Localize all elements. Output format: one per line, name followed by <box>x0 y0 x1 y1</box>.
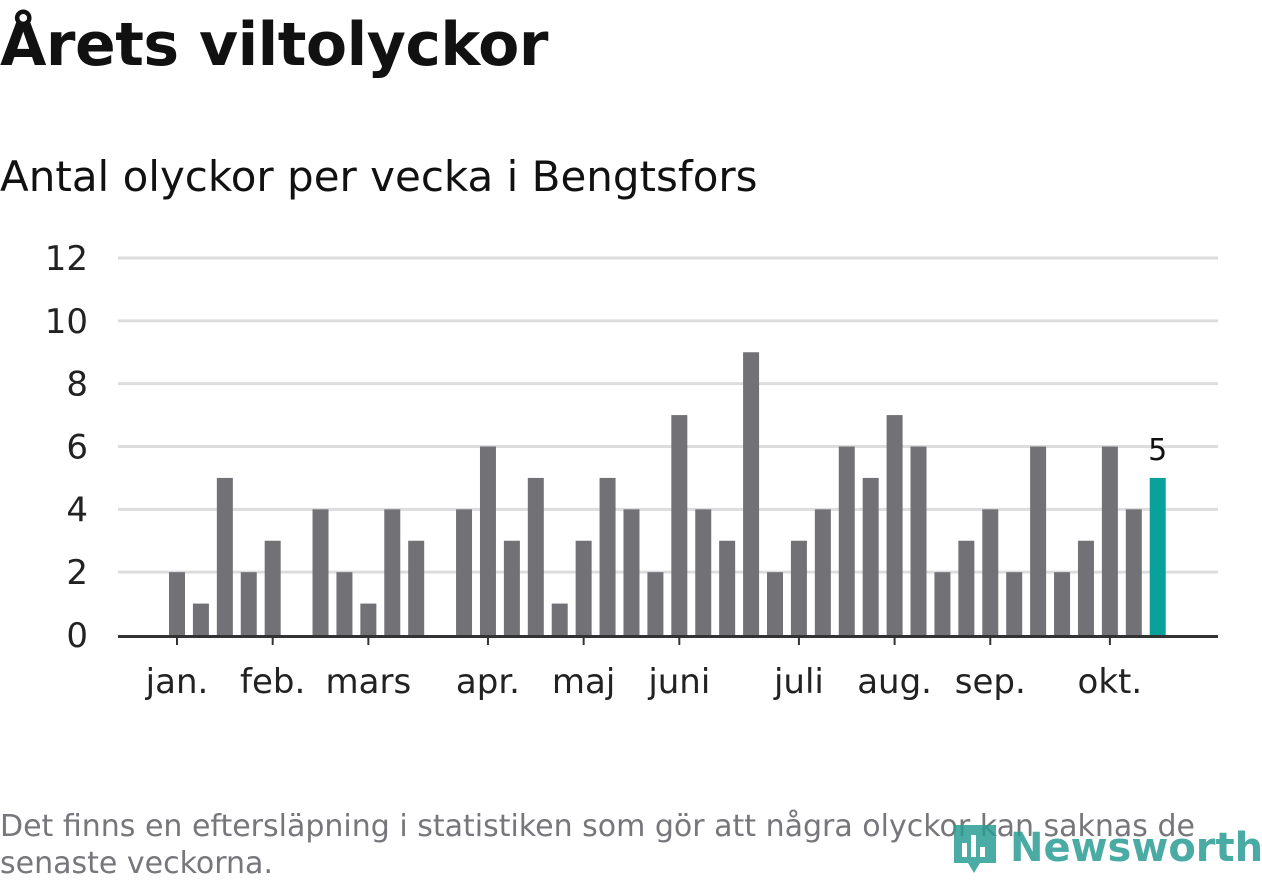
bar-highlight <box>1149 477 1166 635</box>
logo-text: Newsworthy <box>1010 825 1262 871</box>
bar <box>551 603 568 635</box>
bar <box>1054 572 1071 635</box>
x-tick-label: jan. <box>145 662 209 702</box>
bar <box>623 509 640 635</box>
bar <box>336 572 353 635</box>
x-tick-label: juli <box>773 662 824 702</box>
bar <box>886 415 903 635</box>
bar <box>1101 446 1118 635</box>
y-tick-label: 8 <box>66 365 88 405</box>
bar <box>910 446 927 635</box>
data-labels: 5 <box>1148 433 1167 468</box>
bar <box>408 540 425 635</box>
bar <box>647 572 664 635</box>
bar <box>982 509 999 635</box>
x-tick-label: feb. <box>240 662 305 702</box>
bar <box>1030 446 1047 635</box>
y-axis-ticks: 0 2 4 6 8 10 12 <box>45 239 88 656</box>
bar <box>169 572 185 635</box>
bar <box>862 477 879 635</box>
bar <box>743 352 760 635</box>
bar <box>719 540 736 635</box>
x-tick-label: apr. <box>456 662 520 702</box>
y-tick-label: 10 <box>45 302 88 342</box>
bar <box>838 446 855 635</box>
bar <box>814 509 831 635</box>
bars <box>169 352 1166 635</box>
grid-lines <box>118 256 1218 574</box>
bar <box>216 477 233 635</box>
bar <box>575 540 592 635</box>
bar <box>360 603 377 635</box>
bar <box>384 509 401 635</box>
bar-chart: 0 2 4 6 8 10 12 jan. feb. mars apr. maj juni juli aug… <box>45 239 1218 702</box>
y-tick-label: 4 <box>66 490 88 530</box>
x-tick-label: sep. <box>955 662 1026 702</box>
x-tick-label: maj <box>552 662 615 702</box>
chart-subtitle: Antal olyckor per vecka i Bengtsfors <box>0 152 758 201</box>
bar <box>240 572 257 635</box>
bar <box>934 572 951 635</box>
bar <box>671 415 688 635</box>
x-tick-label: mars <box>326 662 412 702</box>
bar <box>599 477 616 635</box>
bar <box>192 603 209 635</box>
bar <box>1125 509 1142 635</box>
bar <box>527 477 544 635</box>
bar <box>695 509 712 635</box>
bar <box>456 509 473 635</box>
y-tick-label: 0 <box>66 616 88 656</box>
x-axis-ticks: jan. feb. mars apr. maj juni juli aug. sep. okt. <box>145 635 1143 702</box>
newsworthy-logo: Newsworthy <box>950 818 1262 878</box>
bar <box>958 540 975 635</box>
newsworthy-logo-icon <box>954 825 996 873</box>
y-tick-label: 2 <box>66 553 88 593</box>
bar <box>264 540 281 635</box>
bar <box>312 509 329 635</box>
y-tick-label: 6 <box>66 428 88 468</box>
x-tick-label: juni <box>647 662 710 702</box>
x-tick-label: aug. <box>857 662 932 702</box>
data-label: 5 <box>1148 433 1167 468</box>
bar <box>479 446 496 635</box>
bar <box>1006 572 1023 635</box>
bar <box>767 572 783 635</box>
chart-title: Årets viltolyckor <box>0 10 549 80</box>
y-tick-label: 12 <box>45 239 88 279</box>
bar <box>503 540 520 635</box>
x-tick-label: okt. <box>1078 662 1143 702</box>
bar <box>1077 540 1094 635</box>
bar <box>790 540 807 635</box>
